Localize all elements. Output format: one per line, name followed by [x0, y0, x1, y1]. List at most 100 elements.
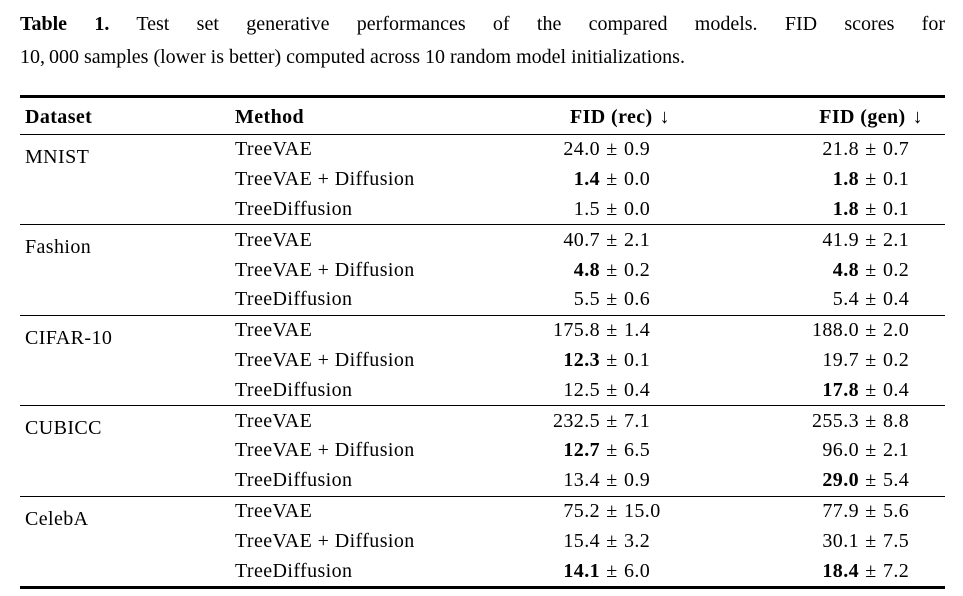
table-row: CelebA TreeVAE 75.2 ±15.0 77.9 ±5.6 [20, 496, 945, 530]
value: 41.9 [822, 228, 859, 251]
fid-rec-cell: 5.5 ±0.6 [490, 285, 730, 315]
caption-line-2: 10, 000 samples (lower is better) comput… [20, 46, 685, 68]
fid-gen-cell: 255.3 ±8.8 [730, 406, 945, 436]
value: 17.8 [822, 378, 859, 401]
fid-gen-cell: 30.1 ±7.5 [730, 526, 945, 556]
error-value: 0.2 [624, 258, 651, 281]
table-row: CUBICC TreeVAE 232.5 ±7.1 255.3 ±8.8 [20, 406, 945, 440]
plus-minus-sign: ± [865, 138, 877, 161]
caption-text: Test set generative performances of the … [136, 13, 946, 35]
fid-gen-value: 5.4 ±0.4 [730, 288, 945, 311]
table-row: TreeDiffusion 5.5 ±0.6 5.4 ±0.4 [20, 285, 945, 315]
fid-rec-cell: 14.1 ±6.0 [490, 556, 730, 587]
error-value: 0.7 [883, 138, 910, 161]
down-arrow-icon: ↓ [659, 105, 671, 128]
fid-gen-cell: 18.4 ±7.2 [730, 556, 945, 587]
method-label: TreeDiffusion [235, 559, 353, 582]
value: 12.3 [563, 348, 600, 371]
value: 29.0 [822, 469, 859, 492]
fid-rec-value: 4.8 ±0.2 [490, 259, 730, 282]
fid-gen-label: FID (gen) [819, 105, 906, 128]
error-value: 5.4 [883, 469, 910, 492]
value: 21.8 [822, 138, 859, 161]
table-row: TreeVAE + Diffusion 4.8 ±0.2 4.8 ±0.2 [20, 255, 945, 285]
value: 15.4 [563, 529, 600, 552]
col-header-fid-rec: FID (rec) ↓ [490, 97, 730, 135]
value: 18.4 [822, 559, 859, 582]
fid-rec-cell: 12.7 ±6.5 [490, 436, 730, 466]
fid-rec-value: 14.1 ±6.0 [490, 560, 730, 583]
error-value: 7.2 [883, 559, 910, 582]
error-value: 8.8 [883, 409, 910, 432]
method-label: TreeVAE + Diffusion [235, 168, 415, 191]
fid-gen-cell: 5.4 ±0.4 [730, 285, 945, 315]
value: 1.5 [573, 197, 600, 220]
value: 1.8 [832, 168, 859, 191]
table-row: TreeVAE + Diffusion 12.3 ±0.1 19.7 ±0.2 [20, 346, 945, 376]
method-label: TreeVAE [235, 138, 313, 161]
value: 12.7 [563, 439, 600, 462]
fid-gen-cell: 29.0 ±5.4 [730, 466, 945, 496]
method-label: TreeVAE [235, 228, 313, 251]
table-row: TreeVAE + Diffusion 12.7 ±6.5 96.0 ±2.1 [20, 436, 945, 466]
plus-minus-sign: ± [606, 258, 618, 281]
fid-rec-value: 15.4 ±3.2 [490, 530, 730, 553]
plus-minus-sign: ± [606, 439, 618, 462]
fid-rec-cell: 13.4 ±0.9 [490, 466, 730, 496]
dataset-label: CIFAR-10 [25, 326, 113, 349]
error-value: 0.4 [883, 378, 910, 401]
fid-rec-value: 12.7 ±6.5 [490, 439, 730, 462]
error-value: 2.1 [883, 228, 910, 251]
value: 1.8 [832, 197, 859, 220]
method-label: TreeVAE [235, 319, 313, 342]
plus-minus-sign: ± [606, 138, 618, 161]
value: 24.0 [563, 138, 600, 161]
value: 188.0 [812, 319, 859, 342]
caption-label: Table 1. [20, 13, 110, 35]
error-value: 0.1 [624, 348, 651, 371]
error-value: 2.1 [883, 439, 910, 462]
dataset-label: CelebA [25, 507, 89, 530]
fid-gen-cell: 96.0 ±2.1 [730, 436, 945, 466]
dataset-group-cubicc: CUBICC TreeVAE 232.5 ±7.1 255.3 ±8.8 TreeVAE +… [20, 405, 945, 496]
value: 14.1 [563, 559, 600, 582]
fid-gen-value: 18.4 ±7.2 [730, 560, 945, 583]
fid-gen-value: 77.9 ±5.6 [730, 500, 945, 523]
table-header: Dataset Method FID (rec) ↓ FID (gen) ↓ [20, 97, 945, 135]
col-header-fid-gen: FID (gen) ↓ [730, 97, 945, 135]
error-value: 0.2 [883, 348, 910, 371]
plus-minus-sign: ± [865, 228, 877, 251]
dataset-label: Fashion [25, 236, 92, 259]
col-header-method: Method [235, 105, 305, 128]
header-row: Dataset Method FID (rec) ↓ FID (gen) ↓ [20, 97, 945, 135]
plus-minus-sign: ± [865, 439, 877, 462]
plus-minus-sign: ± [865, 197, 877, 220]
fid-gen-value: 1.8 ±0.1 [730, 168, 945, 191]
method-label: TreeVAE + Diffusion [235, 258, 415, 281]
value: 12.5 [563, 378, 600, 401]
value: 1.4 [573, 168, 600, 191]
fid-rec-value: 175.8 ±1.4 [490, 319, 730, 342]
fid-gen-value: 1.8 ±0.1 [730, 198, 945, 221]
error-value: 2.0 [883, 319, 910, 342]
fid-rec-value: 1.4 ±0.0 [490, 168, 730, 191]
value: 255.3 [812, 409, 859, 432]
caption-line-1: Table 1. Test set generative performance… [20, 8, 945, 41]
table-row: TreeVAE + Diffusion 1.4 ±0.0 1.8 ±0.1 [20, 165, 945, 195]
fid-rec-cell: 1.5 ±0.0 [490, 195, 730, 225]
fid-gen-value: 21.8 ±0.7 [730, 138, 945, 161]
fid-gen-cell: 19.7 ±0.2 [730, 346, 945, 376]
fid-rec-value: 5.5 ±0.6 [490, 288, 730, 311]
error-value: 0.9 [624, 469, 651, 492]
dataset-group-fashion: Fashion TreeVAE 40.7 ±2.1 41.9 ±2.1 TreeVAE + … [20, 224, 945, 315]
method-label: TreeVAE + Diffusion [235, 348, 415, 371]
fid-rec-value: 40.7 ±2.1 [490, 229, 730, 252]
fid-rec-cell: 232.5 ±7.1 [490, 406, 730, 436]
method-label: TreeVAE [235, 499, 313, 522]
method-label: TreeDiffusion [235, 197, 353, 220]
fid-gen-value: 19.7 ±0.2 [730, 349, 945, 372]
fid-rec-value: 232.5 ±7.1 [490, 410, 730, 433]
error-value: 5.6 [883, 499, 910, 522]
fid-rec-cell: 15.4 ±3.2 [490, 526, 730, 556]
plus-minus-sign: ± [865, 258, 877, 281]
